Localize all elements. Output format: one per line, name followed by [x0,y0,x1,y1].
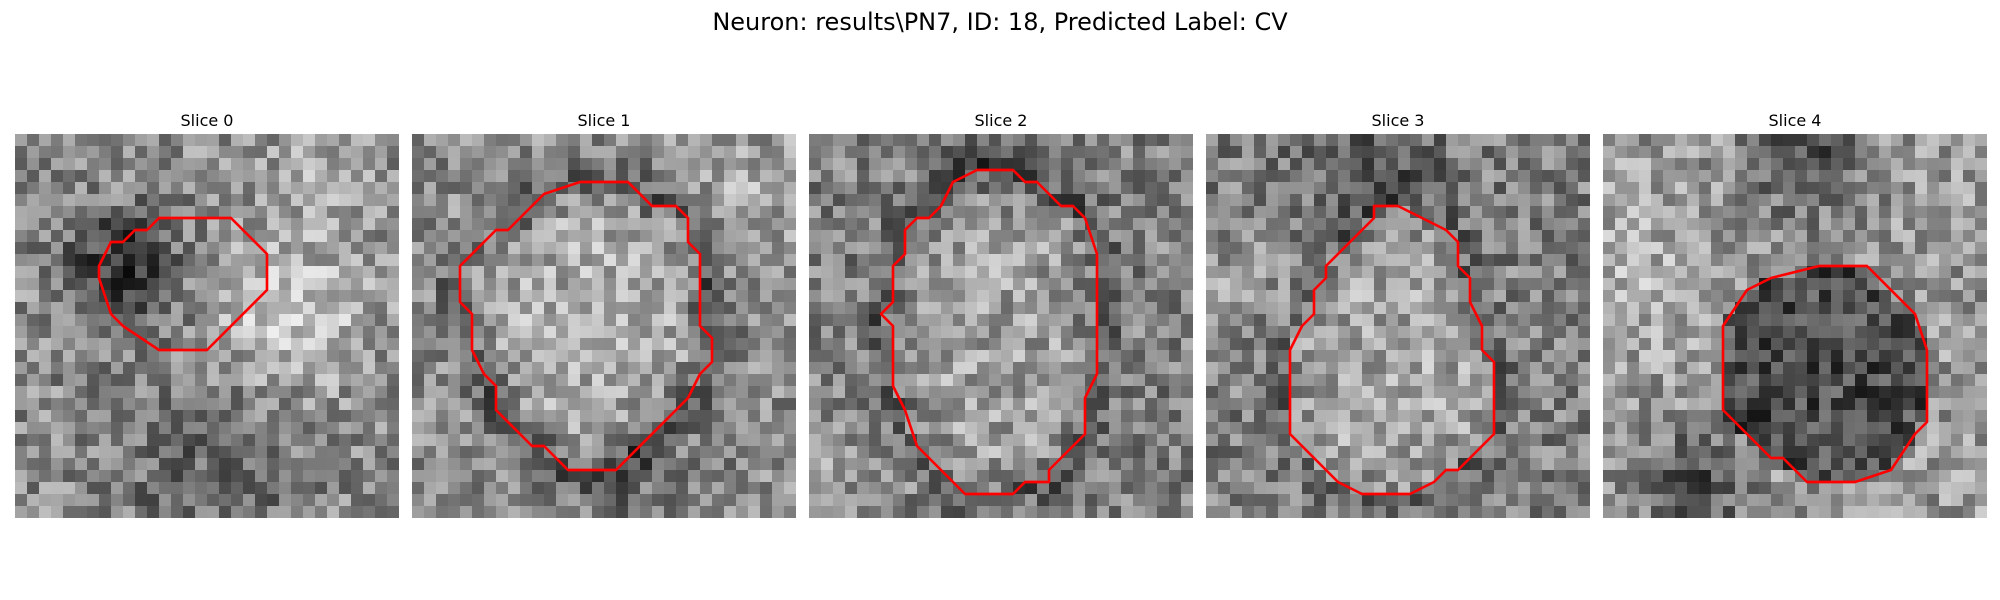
slice-image-2 [809,134,1193,518]
slice-title-4: Slice 4 [1768,111,1822,130]
contour-outline-3 [1288,204,1496,496]
contour-outline-4 [1721,264,1929,484]
slice-title-3: Slice 3 [1371,111,1425,130]
slice-image-3 [1206,134,1590,518]
contour-outline-2 [879,168,1099,496]
contour-outline-0 [97,216,269,352]
slice-panel-1: Slice 1 [412,108,796,518]
slice-panel-4: Slice 4 [1603,108,1987,518]
figure-title: Neuron: results\PN7, ID: 18, Predicted L… [712,8,1288,36]
slice-panel-2: Slice 2 [809,108,1193,518]
slice-panel-3: Slice 3 [1206,108,1590,518]
slice-title-1: Slice 1 [577,111,631,130]
contour-outline-1 [458,180,714,472]
slice-panel-0: Slice 0 [15,108,399,518]
slice-image-0 [15,134,399,518]
slice-title-2: Slice 2 [974,111,1028,130]
slice-image-4 [1603,134,1987,518]
slice-title-0: Slice 0 [180,111,234,130]
slice-image-1 [412,134,796,518]
